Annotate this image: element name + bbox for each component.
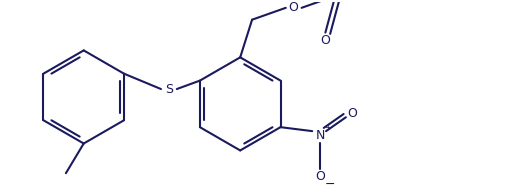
Text: O: O	[289, 1, 299, 14]
Text: O: O	[315, 170, 325, 183]
Text: −: −	[325, 178, 335, 191]
Text: N: N	[315, 129, 325, 142]
Text: O: O	[347, 107, 357, 120]
Text: O: O	[321, 34, 330, 47]
Text: S: S	[165, 83, 173, 95]
Text: +: +	[325, 123, 331, 132]
